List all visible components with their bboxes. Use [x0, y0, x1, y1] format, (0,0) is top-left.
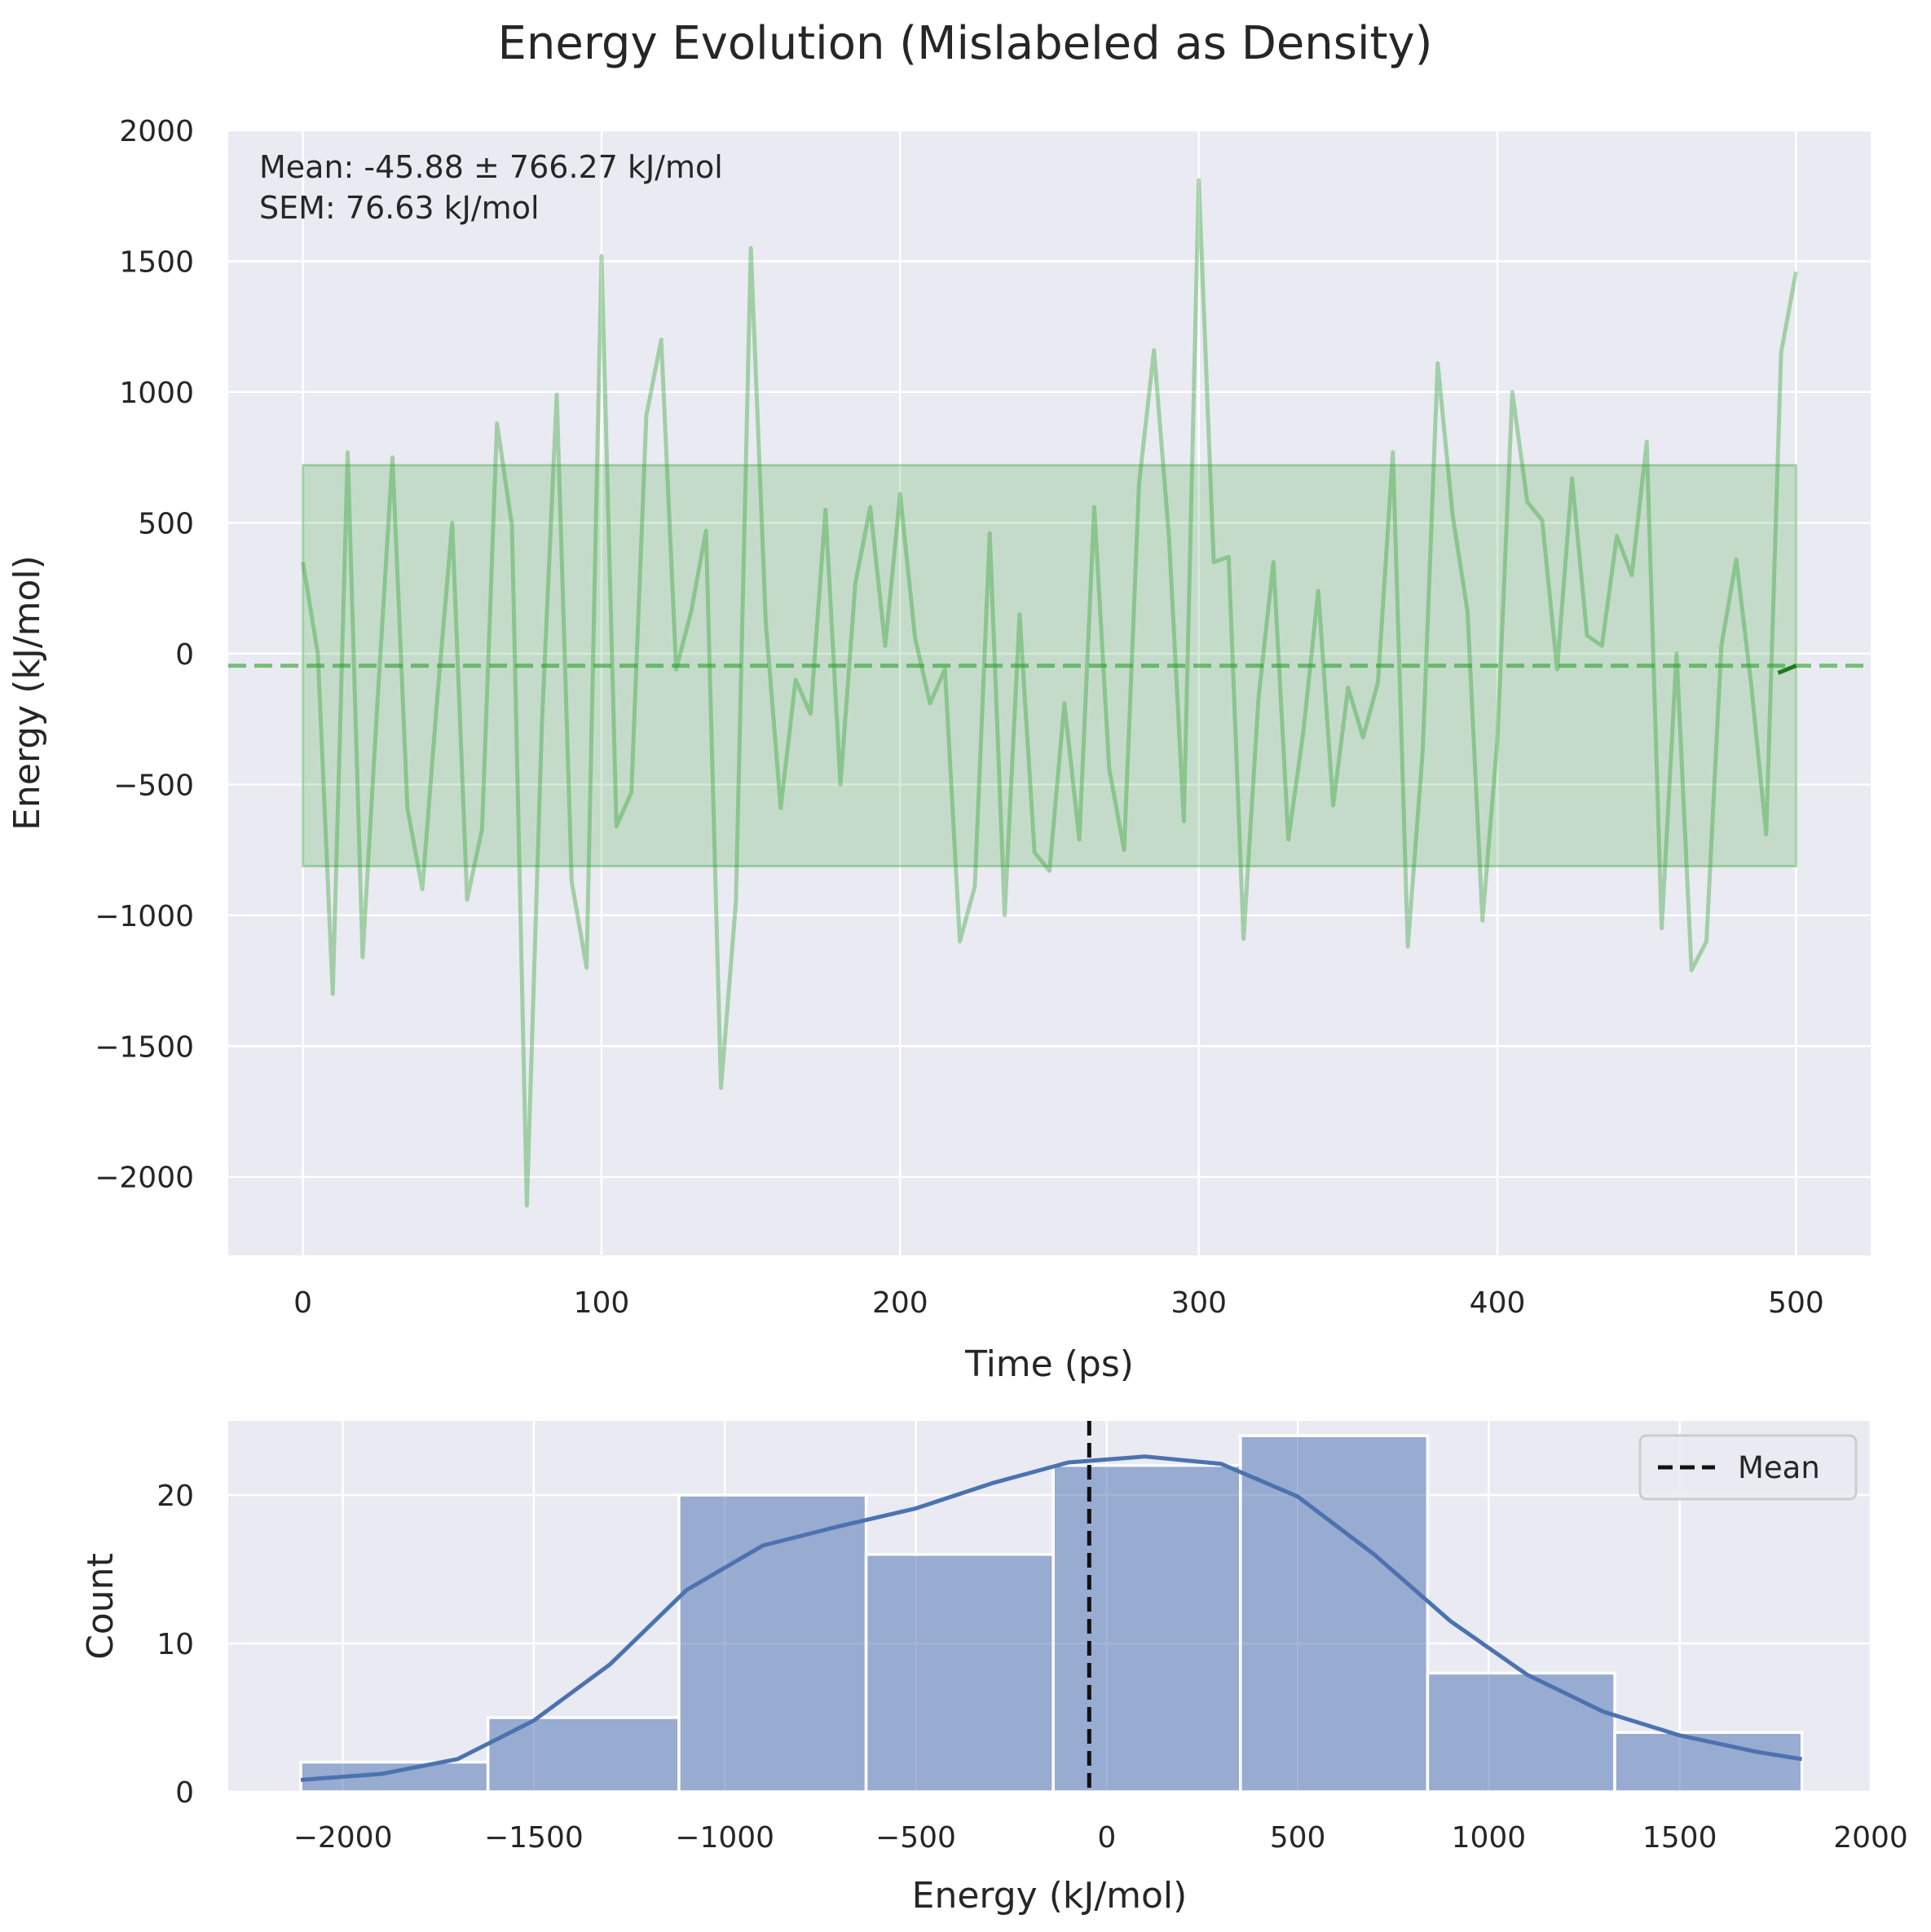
histogram-x-axis-label: Energy (kJ/mol): [912, 1875, 1188, 1917]
histogram-x-ticks: −2000 −1500 −1000 −500 0 500 1000 1500 2000: [293, 1821, 1908, 1855]
timeseries-y-tick-label: 1500: [119, 245, 194, 279]
histogram-x-tick-label: −2000: [293, 1821, 393, 1855]
timeseries-y-tick-label: 0: [175, 638, 194, 672]
histogram-bar: [1239, 1434, 1430, 1793]
mean-annotation: Mean: -45.88 ± 766.27 kJ/mol: [259, 149, 723, 185]
histogram-x-tick-label: 500: [1270, 1821, 1326, 1855]
histogram-bar: [864, 1553, 1055, 1793]
timeseries-y-tick-label: −2000: [95, 1162, 194, 1195]
histogram-y-tick-label: 20: [157, 1480, 194, 1513]
timeseries-x-tick-label: 500: [1768, 1286, 1824, 1320]
energy-timeseries-panel: 0 100 200 300 400 500 −2000 −1500 −1000 −500 0 500…: [7, 115, 1871, 1385]
timeseries-y-tick-label: −500: [113, 769, 194, 802]
timeseries-y-tick-label: −1500: [95, 1030, 194, 1064]
timeseries-plot-area: [228, 130, 1871, 1255]
legend: Mean: [1638, 1434, 1858, 1501]
timeseries-x-axis-label: Time (ps): [964, 1343, 1134, 1385]
timeseries-x-tick-label: 400: [1470, 1286, 1526, 1320]
histogram-x-tick-label: 1500: [1642, 1821, 1717, 1855]
timeseries-y-tick-label: −1000: [95, 900, 194, 933]
histogram-y-tick-label: 10: [157, 1628, 194, 1661]
histogram-bar: [1051, 1463, 1242, 1793]
timeseries-x-tick-label: 0: [293, 1286, 312, 1320]
histogram-x-tick-label: 1000: [1452, 1821, 1527, 1855]
timeseries-x-tick-label: 200: [872, 1286, 928, 1320]
timeseries-x-tick-label: 300: [1171, 1286, 1227, 1320]
histogram-y-axis-label: Count: [80, 1553, 121, 1660]
kde-curve: [300, 1454, 1803, 1782]
energy-histogram-panel: −2000 −1500 −1000 −500 0 500 1000 1500 2000 0 10 2…: [80, 1421, 1908, 1917]
timeseries-y-ticks: −2000 −1500 −1000 −500 0 500 1000 1500 2000: [95, 115, 194, 1195]
energy-series-line: [301, 178, 1798, 1208]
legend-mean-label: Mean: [1738, 1450, 1820, 1485]
running-mean-segment: [1777, 664, 1797, 675]
histogram-bar: [1426, 1671, 1616, 1793]
histogram-x-tick-label: −1000: [675, 1821, 774, 1855]
timeseries-y-tick-label: 1000: [119, 377, 194, 410]
histogram-x-tick-label: −1500: [484, 1821, 584, 1855]
histogram-bars: [299, 1434, 1804, 1793]
histogram-y-ticks: 0 10 20: [157, 1480, 194, 1810]
timeseries-y-tick-label: 2000: [119, 115, 194, 148]
legend-box: [1638, 1434, 1858, 1501]
timeseries-x-ticks: 0 100 200 300 400 500: [293, 1286, 1824, 1320]
histogram-x-tick-label: 0: [1097, 1821, 1116, 1855]
histogram-bar: [677, 1493, 868, 1793]
histogram-y-tick-label: 0: [175, 1776, 194, 1810]
histogram-x-tick-label: −500: [875, 1821, 956, 1855]
timeseries-gridlines: [228, 129, 1871, 1255]
figure-title: Energy Evolution (Mislabeled as Density): [498, 17, 1433, 70]
histogram-x-tick-label: 2000: [1833, 1821, 1908, 1855]
timeseries-y-axis-label: Energy (kJ/mol): [7, 555, 48, 831]
timeseries-y-tick-label: 500: [138, 507, 194, 540]
timeseries-x-tick-label: 100: [574, 1286, 630, 1320]
sem-annotation: SEM: 76.63 kJ/mol: [259, 190, 540, 226]
